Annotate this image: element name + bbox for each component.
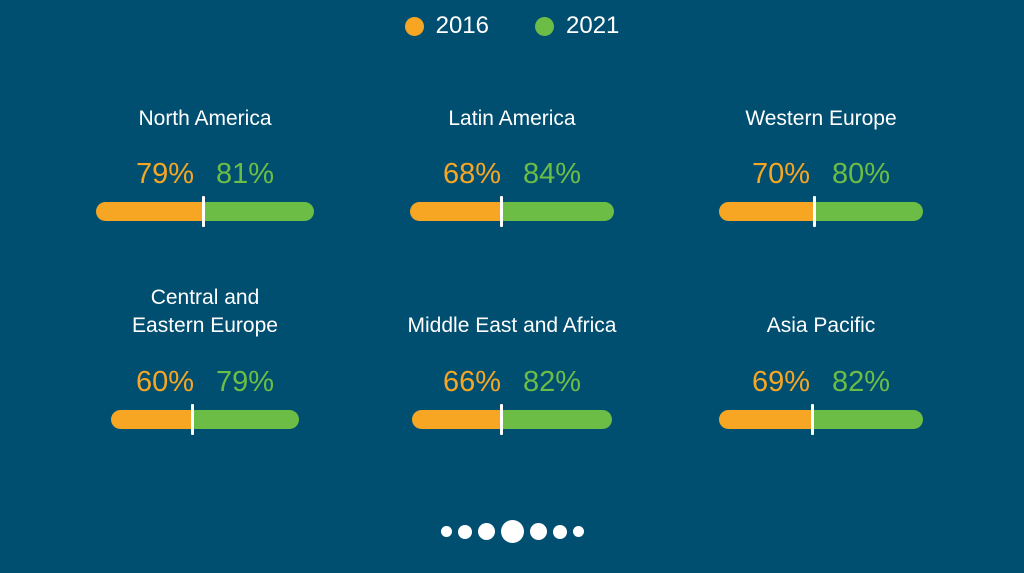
value-2021-label: 82% [523, 366, 582, 398]
region-name: Middle East and Africa [352, 312, 672, 340]
value-2021-label: 79% [216, 366, 275, 398]
comparison-bar [410, 202, 614, 221]
region-values: 60% 79% [45, 366, 365, 398]
bar-divider-marker [190, 404, 194, 435]
legend-item-2021: 2021 [535, 12, 619, 40]
region-name: Central and Eastern Europe [45, 284, 365, 340]
region-name-line: Eastern Europe [132, 314, 278, 337]
bar-segment-2016 [412, 410, 502, 429]
value-2016-label: 60% [135, 366, 194, 398]
region-name-line: Latin America [448, 107, 576, 130]
region-name: Western Europe [661, 105, 981, 133]
comparison-bar [719, 410, 923, 429]
bar-segment-2021 [814, 202, 923, 221]
legend-swatch-2021 [535, 16, 554, 36]
bar-segment-2016 [96, 202, 204, 221]
bar-divider-marker [499, 404, 503, 435]
value-2016-label: 66% [442, 366, 501, 398]
bar-segment-2016 [719, 202, 815, 221]
pager-dot[interactable] [457, 524, 472, 539]
value-2016-label: 69% [751, 366, 810, 398]
comparison-bar [412, 410, 612, 429]
bar-segment-2021 [812, 410, 923, 429]
region-name-line: North America [138, 107, 272, 130]
legend-item-2016: 2016 [404, 12, 489, 40]
region-values: 68% 84% [352, 158, 672, 190]
bar-segment-2016 [719, 410, 813, 429]
pager-dot-active[interactable] [500, 520, 524, 543]
region-values: 66% 82% [352, 366, 672, 398]
bar-segment-2021 [501, 202, 614, 221]
region-name-line: Western Europe [745, 107, 897, 130]
region-name: Latin America [352, 105, 672, 133]
bar-segment-2016 [111, 410, 193, 429]
legend-label-2016: 2016 [435, 12, 489, 39]
bar-divider-marker [810, 404, 814, 435]
value-2021-label: 80% [832, 158, 891, 190]
pager-dot[interactable] [477, 523, 495, 540]
pager-dot[interactable] [572, 526, 584, 537]
bar-segment-2016 [410, 202, 502, 221]
bar-divider-marker [499, 196, 503, 227]
region-name: Asia Pacific [661, 312, 981, 340]
comparison-bar [111, 410, 299, 429]
comparison-bar [96, 202, 314, 221]
bar-segment-2021 [192, 410, 299, 429]
value-2021-label: 82% [832, 366, 891, 398]
comparison-bar [719, 202, 923, 221]
region-values: 69% 82% [661, 366, 981, 398]
region-name-line: Central and [150, 286, 260, 309]
region-name-line: Middle East and Africa [407, 314, 617, 337]
region-name: North America [45, 105, 365, 133]
carousel-pager [0, 520, 1024, 543]
region-name-line: Asia Pacific [766, 314, 876, 337]
bar-segment-2021 [203, 202, 314, 221]
value-2016-label: 68% [442, 158, 501, 190]
pager-dot[interactable] [552, 524, 567, 539]
legend-swatch-2016 [404, 16, 424, 36]
value-2021-label: 81% [216, 158, 275, 190]
region-values: 70% 80% [661, 158, 981, 190]
bar-segment-2021 [501, 410, 612, 429]
value-2016-label: 79% [135, 158, 194, 190]
legend: 2016 2021 [0, 12, 1024, 40]
pager-dot[interactable] [529, 523, 547, 540]
value-2021-label: 84% [523, 158, 582, 190]
region-values: 79% 81% [45, 158, 365, 190]
bar-divider-marker [202, 196, 206, 227]
pager-dot[interactable] [440, 526, 452, 537]
bar-divider-marker [812, 196, 816, 227]
value-2016-label: 70% [751, 158, 810, 190]
legend-label-2021: 2021 [566, 12, 620, 39]
